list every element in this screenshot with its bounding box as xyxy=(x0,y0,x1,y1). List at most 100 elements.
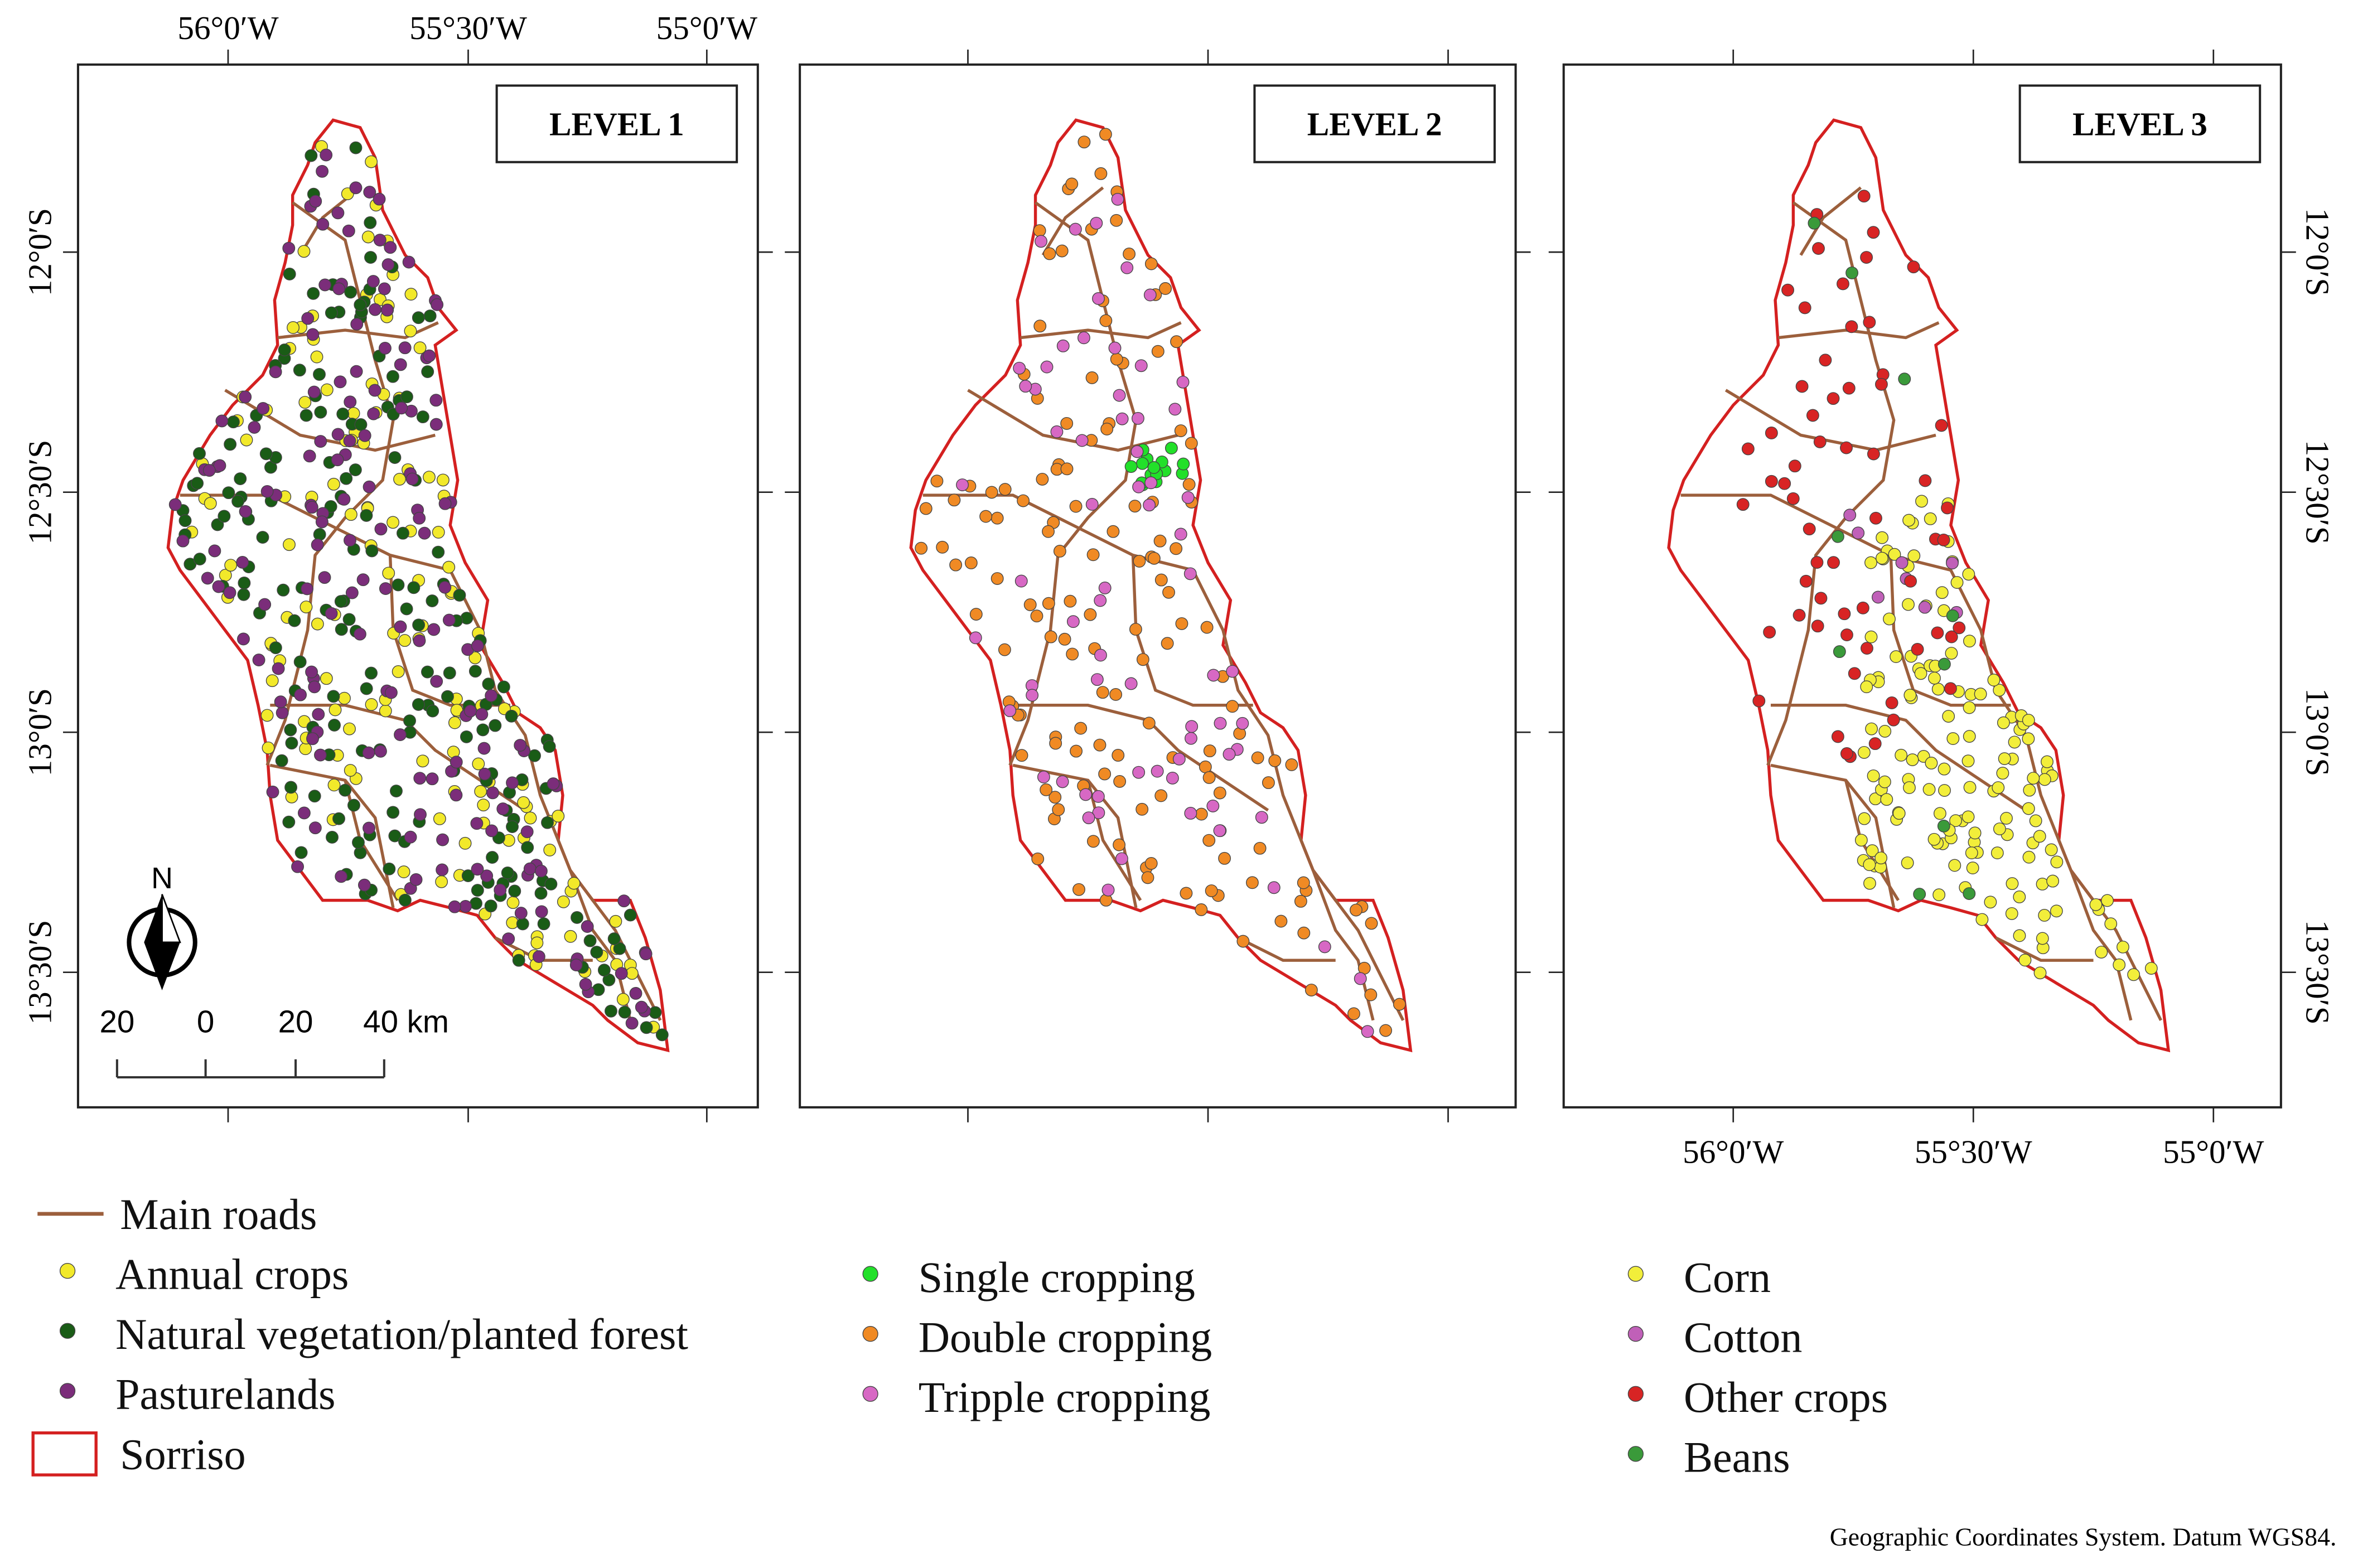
sample-point xyxy=(1963,635,1976,648)
sample-point xyxy=(256,531,269,544)
sample-point xyxy=(331,453,344,467)
sample-point xyxy=(398,634,412,647)
sample-point xyxy=(1195,903,1208,916)
sample-point xyxy=(2013,891,2026,903)
sample-point xyxy=(649,1006,662,1019)
sample-point xyxy=(1925,757,1938,770)
sample-point xyxy=(373,234,386,246)
sample-point xyxy=(328,718,341,732)
sample-point xyxy=(1110,352,1123,366)
sample-point xyxy=(1874,851,1888,865)
latitude-label: 12°30′S xyxy=(2299,440,2336,545)
footnote: Geographic Coordinates System. Datum WGS… xyxy=(1830,1523,2337,1551)
sample-point xyxy=(617,894,631,908)
sample-point xyxy=(412,698,425,711)
sample-point xyxy=(442,560,456,574)
sample-point xyxy=(1752,694,1766,708)
sample-point xyxy=(1918,601,1931,614)
sample-point xyxy=(429,418,443,431)
sample-point xyxy=(314,748,327,762)
sample-point xyxy=(320,383,334,396)
sample-point xyxy=(1966,862,1979,875)
sample-point xyxy=(956,478,969,491)
sample-point xyxy=(1094,167,1108,180)
sample-point xyxy=(1055,244,1069,258)
sample-point xyxy=(1347,1007,1360,1020)
sample-point xyxy=(384,686,398,699)
sample-point xyxy=(1876,531,1889,544)
sample-point xyxy=(979,510,993,523)
legend-label: Annual crops xyxy=(115,1250,349,1298)
sample-point xyxy=(1765,475,1778,488)
sample-point xyxy=(303,449,316,463)
sample-point xyxy=(314,435,327,448)
sample-point xyxy=(1914,667,1927,680)
sample-point xyxy=(349,141,363,154)
sample-point xyxy=(1827,556,1840,569)
sample-point xyxy=(1798,301,1811,314)
sample-point xyxy=(1786,492,1800,505)
sample-point xyxy=(1887,713,1900,727)
sample-point xyxy=(1074,722,1088,735)
sample-point xyxy=(438,497,452,510)
sample-point xyxy=(433,812,446,825)
sample-point xyxy=(234,472,247,485)
sample-point xyxy=(458,836,472,850)
sample-point xyxy=(283,538,296,551)
sample-point xyxy=(1053,545,1066,558)
sample-point xyxy=(1185,437,1198,450)
sample-point xyxy=(1840,747,1853,760)
sample-point xyxy=(1837,277,1849,291)
sample-point xyxy=(1354,972,1367,985)
map xyxy=(166,118,670,1053)
sample-point xyxy=(486,786,499,800)
road xyxy=(1041,186,1104,256)
sample-point xyxy=(379,341,392,355)
sample-point xyxy=(301,312,315,325)
sample-point xyxy=(1142,717,1156,730)
sample-point xyxy=(1090,216,1103,230)
sample-point xyxy=(1246,876,1259,889)
sample-point xyxy=(502,932,515,946)
sample-point xyxy=(448,716,461,729)
sample-point xyxy=(363,480,376,493)
sample-point xyxy=(1861,642,1873,655)
sample-point xyxy=(1132,766,1146,779)
sample-point xyxy=(1863,316,1876,329)
sample-point xyxy=(386,806,400,819)
sample-point xyxy=(1082,811,1095,825)
sample-point xyxy=(208,544,221,558)
sample-point xyxy=(315,515,328,529)
latitude-label: 13°0′S xyxy=(2299,688,2336,776)
sample-point xyxy=(313,367,326,381)
sample-point xyxy=(581,920,594,933)
sample-point xyxy=(1113,838,1126,851)
sample-point xyxy=(613,942,626,955)
sample-point xyxy=(2036,932,2049,945)
sample-point xyxy=(2029,814,2042,827)
sample-point xyxy=(278,343,291,356)
sample-point xyxy=(1803,522,1816,536)
sample-point xyxy=(354,846,367,859)
sample-point xyxy=(475,708,489,721)
sample-point xyxy=(412,618,426,632)
sample-point xyxy=(1393,998,1406,1011)
sample-point xyxy=(335,623,348,636)
road xyxy=(1237,936,1336,962)
sample-point xyxy=(597,964,611,977)
sample-point xyxy=(1066,615,1080,628)
sample-point xyxy=(1133,554,1146,568)
sample-point xyxy=(1792,608,1806,622)
legend-dot xyxy=(59,1383,76,1399)
sample-point xyxy=(1892,807,1906,820)
sample-point xyxy=(1136,802,1149,816)
sample-point xyxy=(1931,683,1945,696)
sample-point xyxy=(506,896,520,909)
sorriso-boundary xyxy=(1667,118,2171,1053)
sample-point xyxy=(1052,803,1065,816)
sample-point xyxy=(344,508,357,521)
legend-dot xyxy=(1627,1266,1644,1282)
sample-point xyxy=(386,370,399,383)
sample-point xyxy=(1154,573,1168,587)
sample-point xyxy=(919,502,932,515)
